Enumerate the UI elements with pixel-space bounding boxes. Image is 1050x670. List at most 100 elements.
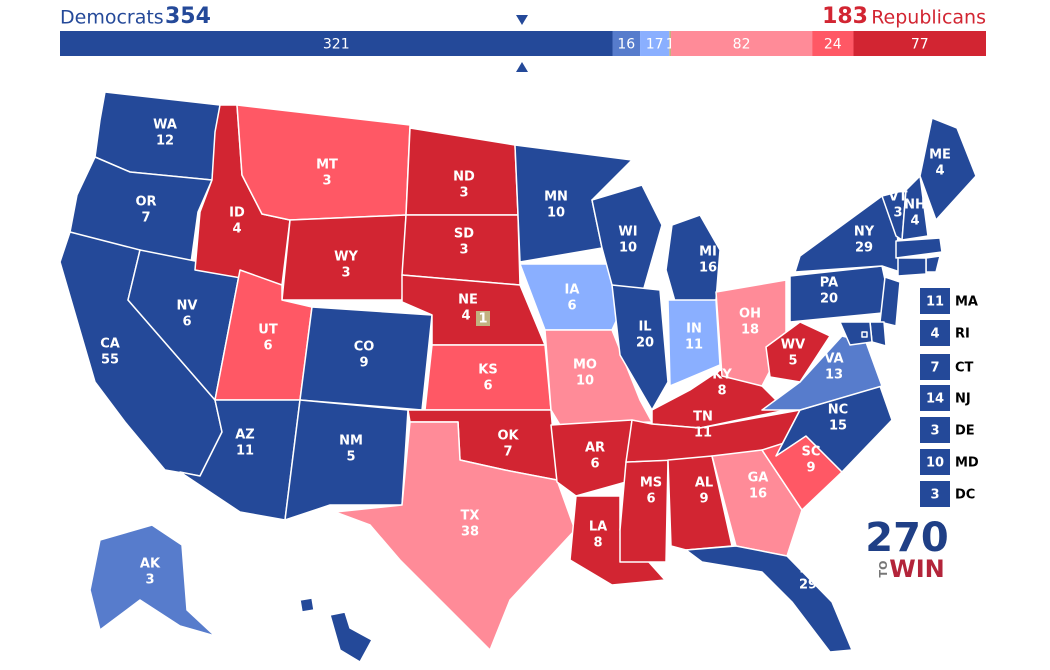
callout-ev: 10 xyxy=(926,456,944,471)
state-ev: 9 xyxy=(359,356,368,371)
state-ev: 55 xyxy=(101,353,119,368)
state-ev: 10 xyxy=(576,374,594,389)
logo: 270 TO WIN xyxy=(865,515,949,583)
state-abbr: AL xyxy=(695,476,713,491)
callout-ev: 3 xyxy=(930,488,939,503)
state-abbr: AR xyxy=(585,441,605,456)
bar-label: 321 xyxy=(323,37,350,53)
state-abbr: KY xyxy=(712,368,732,383)
dem-label: Democrats xyxy=(60,7,164,29)
state xyxy=(861,331,868,338)
state-ev: 10 xyxy=(619,241,637,256)
state xyxy=(685,545,853,653)
state-abbr: NV xyxy=(177,299,198,314)
bar-label: 17 xyxy=(646,37,664,53)
state xyxy=(89,524,216,637)
state-abbr: ID xyxy=(229,206,245,221)
state-ev: 6 xyxy=(483,379,492,394)
state-abbr: MT xyxy=(316,158,338,173)
state xyxy=(299,597,373,663)
bar-label: 77 xyxy=(911,37,929,53)
state-abbr: MO xyxy=(573,358,597,373)
state-ev: 11 xyxy=(694,426,712,441)
bar-segment xyxy=(60,31,613,56)
callout-box xyxy=(920,288,950,314)
state xyxy=(895,237,943,259)
state xyxy=(284,399,409,521)
state-abbr: MN xyxy=(544,190,568,205)
logo-to: TO xyxy=(877,561,890,578)
state xyxy=(611,284,669,411)
state-ev: 6 xyxy=(646,492,655,507)
state-ev: 4 xyxy=(232,222,241,237)
state-abbr: TX xyxy=(461,509,480,524)
state-ev: 3 xyxy=(459,243,468,258)
logo-number: 270 xyxy=(865,515,949,561)
state-abbr: GA xyxy=(748,471,769,486)
callout-abbr: MD xyxy=(955,456,979,471)
state-ev: 4 xyxy=(935,164,944,179)
state-ev: 12 xyxy=(156,134,174,149)
state-ev: 6 xyxy=(590,457,599,472)
state-ev: 16 xyxy=(749,487,767,502)
split-ev: 1 xyxy=(478,312,487,327)
bar-label: 16 xyxy=(617,37,635,53)
state-abbr: WY xyxy=(334,250,358,265)
state-ev: 18 xyxy=(741,323,759,338)
callout-ev: 3 xyxy=(930,424,939,439)
state-abbr: ME xyxy=(929,148,951,163)
state xyxy=(901,175,929,241)
state-ev: 15 xyxy=(829,419,847,434)
state-ev: 6 xyxy=(182,315,191,330)
state-abbr: VT xyxy=(889,190,908,205)
state-abbr: AK xyxy=(140,557,161,572)
state-abbr: TN xyxy=(693,410,713,425)
dem-total: 354 xyxy=(165,4,211,29)
state-abbr: MI xyxy=(699,245,717,260)
state-abbr: KS xyxy=(478,363,497,378)
state xyxy=(789,265,893,323)
state xyxy=(765,321,831,383)
state-ev: 6 xyxy=(567,299,576,314)
state-ev: 3 xyxy=(322,174,331,189)
state-ev: 5 xyxy=(788,354,797,369)
callout-abbr: CT xyxy=(955,361,974,376)
state-ev: 20 xyxy=(636,336,654,351)
callout-box xyxy=(920,385,950,411)
state xyxy=(550,419,633,497)
callout-box xyxy=(920,481,950,507)
split-box xyxy=(476,311,490,326)
callout-ev: 14 xyxy=(926,392,944,407)
state-ev: 20 xyxy=(820,292,838,307)
state-abbr: SD xyxy=(454,227,474,242)
state-abbr: MS xyxy=(640,476,662,491)
state-ev: 4 xyxy=(461,309,470,324)
state-abbr: WA xyxy=(153,118,177,133)
state-ev: 8 xyxy=(717,384,726,399)
state-ev: 29 xyxy=(855,241,873,256)
state-abbr: IN xyxy=(686,322,702,337)
state-abbr: CO xyxy=(354,340,375,355)
state-ev: 29 xyxy=(799,578,817,593)
callout-ev: 4 xyxy=(930,327,939,342)
state-abbr: ND xyxy=(453,170,475,185)
bar-label: 1 xyxy=(666,37,675,53)
ev-bar: 321 16 17 1 82 24 77 xyxy=(60,31,986,56)
state-ev: 7 xyxy=(503,445,512,460)
state-abbr: OH xyxy=(739,307,761,322)
bar-segment xyxy=(812,31,854,56)
callout-abbr: DE xyxy=(955,424,975,439)
state-abbr: WV xyxy=(781,338,805,353)
state-abbr: NM xyxy=(339,434,363,449)
state-abbr: OK xyxy=(497,429,519,444)
midpoint-marker xyxy=(516,15,528,25)
callout-abbr: RI xyxy=(955,327,970,342)
state-abbr: SC xyxy=(802,445,821,460)
state xyxy=(667,299,721,387)
state-abbr: IA xyxy=(565,283,580,298)
midpoint-marker xyxy=(516,62,528,72)
state-abbr: OR xyxy=(135,195,156,210)
callout-box xyxy=(920,320,950,346)
state-ev: 6 xyxy=(263,339,272,354)
